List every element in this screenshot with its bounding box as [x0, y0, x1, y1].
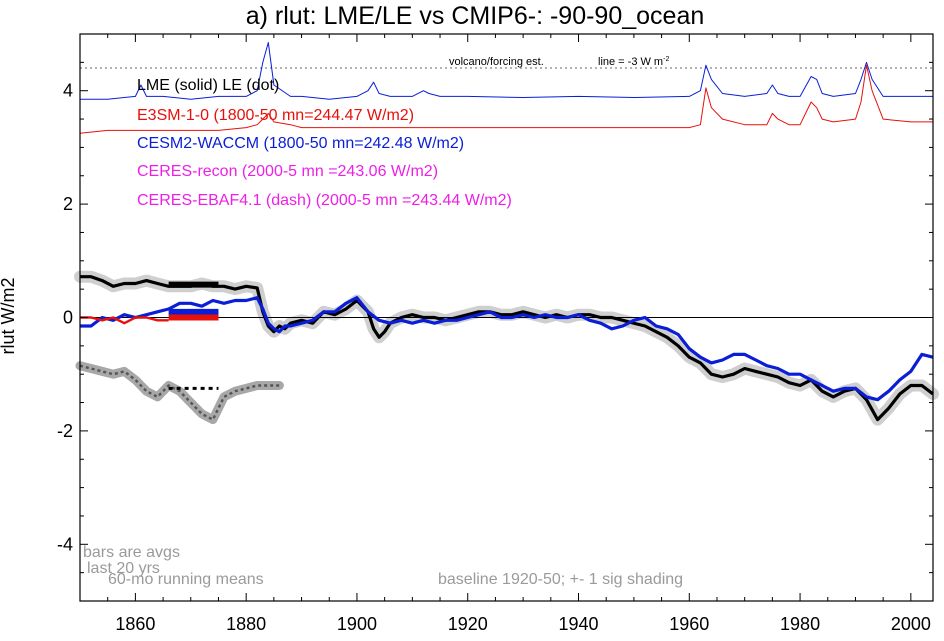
series-line-2: [80, 316, 169, 325]
line-annotation-text: line = -3 W m: [598, 56, 663, 68]
legend-ceres-recon: CERES-recon (2000-5 mn =243.06 W/m2): [137, 163, 438, 180]
y-tick-label: 2: [63, 194, 73, 214]
chart-title: a) rlut: LME/LE vs CMIP6-: -90-90_ocean: [246, 2, 705, 30]
series-line-4: [80, 42, 933, 100]
y-tick-label: 0: [63, 308, 73, 328]
volcano-annotation: volcano/forcing est.: [449, 56, 544, 68]
legend-e3sm: E3SM-1-0 (1800-50 mn=244.47 W/m2): [137, 107, 414, 124]
series-line-5: [79, 64, 933, 134]
legend: LME (solid) LE (dot) E3SM-1-0 (1800-50 m…: [137, 77, 512, 209]
x-tick-label: 1900: [337, 614, 377, 634]
shading-layer: [74, 270, 939, 426]
annotations: volcano/forcing est. line = -3 W m-2 bar…: [83, 56, 683, 588]
series-layer: [79, 42, 934, 422]
y-tick-label: 4: [63, 81, 73, 101]
bars-annotation-1: bars are avgs: [83, 544, 180, 561]
x-tick-label: 2000: [891, 614, 931, 634]
lme-sig-shading: [74, 270, 939, 426]
line-annotation: line = -3 W m-2: [598, 56, 669, 68]
series-line-3: [79, 364, 280, 421]
x-tick-label: 1860: [115, 614, 155, 634]
x-tick-label: 1920: [448, 614, 488, 634]
average-bars: [168, 281, 219, 390]
bars-annotation-2: last 20 yrs: [87, 560, 160, 577]
running-mean-annotation: 60-mo running means: [108, 571, 264, 588]
axis-ticks: 1860 1880 1900 1920 1940 1960 1980 2000 -4 -2 0 2 4: [57, 33, 933, 634]
series-line-1: [80, 296, 934, 402]
x-tick-label: 1940: [558, 614, 598, 634]
y-tick-label: -2: [57, 421, 73, 441]
legend-cesm2-waccm: CESM2-WACCM (1800-50 mn=242.48 W/m2): [137, 135, 464, 152]
plot-area: 1860 1880 1900 1920 1940 1960 1980 2000 -4 -2 0 2 4: [57, 33, 939, 634]
y-tick-label: -4: [57, 534, 73, 554]
legend-lme-le: LME (solid) LE (dot): [137, 77, 279, 94]
legend-ceres-ebaf: CERES-EBAF4.1 (dash) (2000-5 mn =243.44 …: [137, 192, 512, 209]
x-tick-label: 1960: [669, 614, 709, 634]
baseline-annotation: baseline 1920-50; +- 1 sig shading: [438, 571, 683, 588]
x-tick-label: 1880: [226, 614, 266, 634]
series-line-0: [80, 275, 934, 422]
x-tick-label: 1980: [780, 614, 820, 634]
line-annotation-sup: -2: [663, 56, 669, 63]
y-axis-label: rlut W/m2: [0, 277, 18, 354]
